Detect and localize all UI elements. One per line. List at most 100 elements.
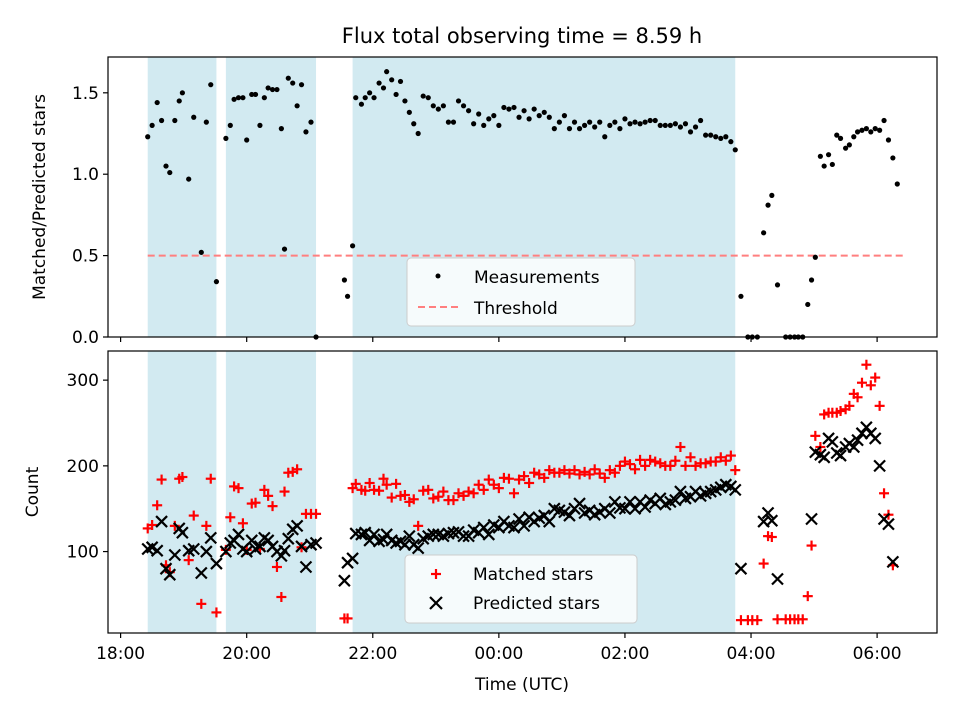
measurement-point [612,119,618,125]
matched-star-point [360,485,371,496]
predicted-star-point [155,515,168,528]
measurement-point [834,132,840,138]
measurement-point [825,152,832,158]
matched-star-point [865,380,876,391]
matched-star-point [250,497,261,508]
predicted-star-point [886,555,900,569]
predicted-star-point [168,548,182,562]
predicted-star-point [868,432,882,445]
predicted-legend-marker [429,596,443,610]
measurement-point [662,122,668,128]
measurement-point [450,119,457,125]
measurement-point [682,121,689,127]
measurement-point [587,119,593,125]
matched-star-point [700,458,711,469]
matched-star-point [448,495,459,506]
matched-star-point [619,456,630,467]
predicted-star-point [278,544,291,557]
measurement-point [697,117,704,124]
measurement-point [460,103,467,109]
predicted-star-point [834,449,847,462]
measurement-point [506,106,512,112]
matched-star-point [806,540,817,551]
matched-star-point [874,400,885,411]
measurement-point [597,119,603,125]
predicted-stars-series [141,421,900,587]
bottom-panel: 100 200 300 18:00 20:00 22:00 00:00 02:00 04:00… [23,350,938,695]
matched-star-point [852,392,863,403]
measurement-point [521,108,527,114]
predicted-star-point [765,514,779,527]
measurement-point [435,106,441,112]
measurement-point [846,142,852,148]
matched-star-point [423,484,434,495]
matched-star-point [374,485,385,496]
measurement-point [551,126,557,132]
matched-star-point [519,471,530,482]
measurement-point [186,176,192,182]
matched-star-point [237,518,248,529]
matched-star-point [758,558,769,569]
measurement-point [829,161,835,168]
x-axis-label: Time (UTC) [474,675,569,695]
matched-star-point [453,488,464,499]
measurement-point [511,104,517,111]
top-legend-box [406,257,636,327]
top-y-axis-label: Matched/Predicted stars [30,94,50,300]
matched-star-point [503,473,514,484]
predicted-star-point [761,506,775,520]
predicted-star-point [512,512,526,526]
measurement-point [402,98,408,104]
measurements-series [145,69,900,340]
matched-star-point [584,469,595,480]
measurement-point [732,147,738,153]
matched-star-point [408,494,419,505]
bottom-y-axis-ticks: 100 200 300 [67,371,108,563]
matched-star-point [177,472,188,482]
matched-star-point [559,465,570,476]
predicted-star-point [282,532,295,545]
matched-star-point [879,488,890,499]
matched-star-point [473,479,484,490]
measurement-point [274,86,280,93]
matched-star-point [635,454,646,465]
shaded-interval [225,57,317,337]
measurement-point [637,121,643,127]
figure-title: Flux total observing time = 8.59 h [342,24,702,48]
matched-star-point [569,465,580,476]
matched-star-point [554,467,565,478]
matched-star-point [276,592,287,602]
measurement-point [769,192,775,198]
measurement-point [430,103,436,109]
matched-star-point [183,555,194,566]
matched-star-point [524,478,535,488]
matched-star-point [211,607,222,618]
predicted-star-point [517,519,531,533]
matched-star-point [720,455,731,466]
measurement-point [526,116,532,122]
measurement-point [817,153,823,159]
matched-star-point [675,442,686,452]
matched-star-point [463,486,474,497]
matched-stars-series [142,359,898,626]
measurement-point [718,135,724,141]
bottom-axes-frame [107,350,938,634]
measurement-point [158,117,165,124]
predicted-star-point [728,483,742,497]
matched-star-point [650,456,661,467]
predicted-star-point [628,502,642,515]
top-legend[interactable]: Measurements Threshold [406,257,636,327]
bottom-legend[interactable]: Matched stars Predicted stars [404,554,638,624]
matched-star-point [614,460,625,471]
predicted-star-point [477,521,491,534]
predicted-star-point [817,451,831,464]
measurement-point [821,163,827,169]
measurement-point [265,85,271,91]
matched-star-point [655,458,666,469]
measurement-point [877,127,883,133]
measurement-point [854,129,861,135]
predicted-star-point [771,572,784,586]
measurement-point [213,279,220,285]
matched-legend-marker [431,569,441,579]
matched-star-point [433,491,444,502]
